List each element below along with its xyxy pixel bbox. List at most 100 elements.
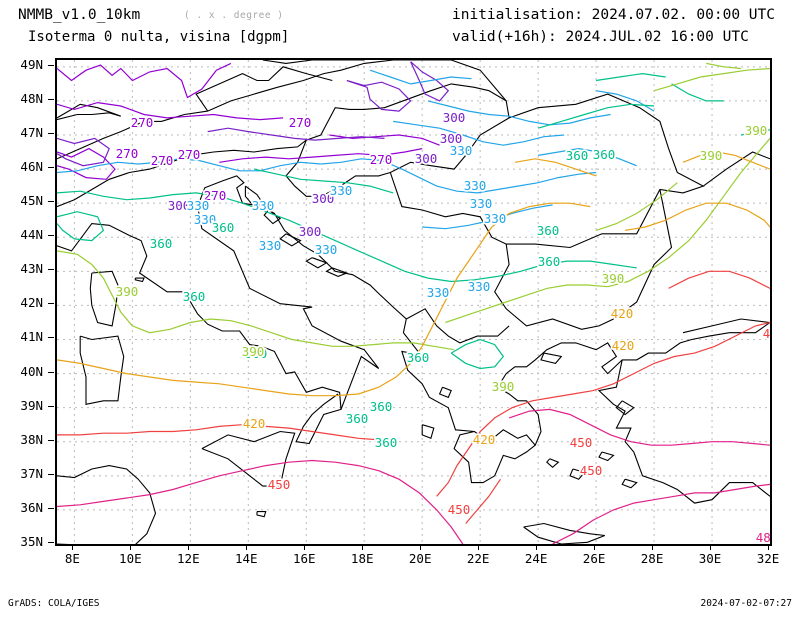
coastline (279, 233, 302, 247)
svg-text:420: 420 (243, 416, 266, 431)
svg-text:330: 330 (330, 183, 353, 198)
svg-text:450: 450 (268, 477, 291, 492)
coastline (406, 308, 510, 344)
y-axis-label: 37N (20, 465, 43, 481)
contour-line-480 (508, 408, 770, 446)
coastline (195, 66, 333, 112)
y-tick-mark (48, 405, 54, 407)
svg-text:360: 360 (537, 223, 560, 238)
contour-line-360 (57, 211, 105, 242)
coastline (494, 189, 673, 330)
svg-text:390: 390 (745, 123, 768, 138)
svg-text:450: 450 (580, 463, 603, 478)
svg-text:480: 480 (756, 530, 770, 544)
y-axis-label: 45N (20, 193, 43, 209)
svg-text:300: 300 (312, 191, 335, 206)
svg-text:390: 390 (700, 148, 723, 163)
svg-text:330: 330 (468, 279, 491, 294)
svg-text:330: 330 (330, 183, 353, 198)
svg-text:480: 480 (756, 530, 770, 544)
y-tick-mark (48, 235, 54, 237)
coastline (598, 451, 615, 462)
svg-text:300: 300 (312, 191, 335, 206)
contour-line-390 (653, 67, 770, 92)
y-tick-mark (48, 337, 54, 339)
svg-text:330: 330 (470, 196, 493, 211)
coastline (546, 458, 560, 469)
svg-text:330: 330 (427, 285, 450, 300)
contour-line-330 (538, 147, 637, 167)
contour-line-270 (329, 134, 440, 146)
contour-line-420 (491, 202, 591, 228)
svg-text:390: 390 (492, 379, 515, 394)
contour-line-450 (465, 478, 501, 524)
svg-text:390: 390 (492, 379, 515, 394)
x-axis-label: 32E (756, 551, 780, 566)
coastline (244, 185, 264, 208)
x-axis-label: 18E (350, 551, 374, 566)
coastline (438, 386, 452, 399)
svg-text:330: 330 (194, 212, 217, 227)
y-axis-label: 40N (20, 363, 43, 379)
contour-line-330 (57, 158, 321, 174)
svg-text:360: 360 (150, 236, 173, 251)
svg-text:360: 360 (407, 350, 430, 365)
coastline (57, 103, 121, 121)
x-tick-mark (536, 544, 538, 550)
y-axis-label: 36N (20, 499, 43, 515)
coastline (389, 93, 705, 249)
coastline (682, 318, 770, 334)
render-timestamp: 2024-07-02-07:27 (700, 598, 792, 609)
x-axis-label: 14E (234, 551, 258, 566)
coastline (285, 83, 510, 197)
svg-text:330: 330 (470, 196, 493, 211)
svg-text:450: 450 (570, 435, 593, 450)
svg-text:360: 360 (538, 254, 561, 269)
svg-text:360: 360 (245, 346, 268, 361)
coastline (496, 322, 770, 446)
x-axis-label: 22E (466, 551, 490, 566)
y-tick-mark (48, 439, 54, 441)
x-axis-label: 20E (408, 551, 432, 566)
x-tick-mark (304, 544, 306, 550)
svg-text:270: 270 (116, 146, 139, 161)
svg-text:450: 450 (448, 502, 471, 517)
svg-text:330: 330 (468, 279, 491, 294)
contour-line-300 (57, 137, 110, 167)
contour-line-270 (219, 148, 423, 163)
coastline (256, 511, 267, 518)
svg-text:300: 300 (415, 151, 438, 166)
coastline (597, 359, 770, 504)
y-tick-mark (48, 98, 54, 100)
svg-text:330: 330 (315, 242, 338, 257)
x-tick-mark (652, 544, 654, 550)
svg-text:420: 420 (611, 306, 634, 321)
contour-line-360 (450, 338, 505, 370)
contour-line-480 (57, 459, 359, 508)
svg-text:330: 330 (484, 211, 507, 226)
svg-text:270: 270 (178, 147, 201, 162)
svg-text:360: 360 (375, 435, 398, 450)
x-axis-label: 16E (292, 551, 316, 566)
contour-label-480: 480480 (316, 540, 342, 544)
svg-text:360: 360 (212, 220, 235, 235)
contour-line-330 (596, 90, 655, 112)
svg-text:390: 390 (700, 148, 723, 163)
x-tick-mark (710, 544, 712, 550)
svg-text:390: 390 (116, 284, 139, 299)
